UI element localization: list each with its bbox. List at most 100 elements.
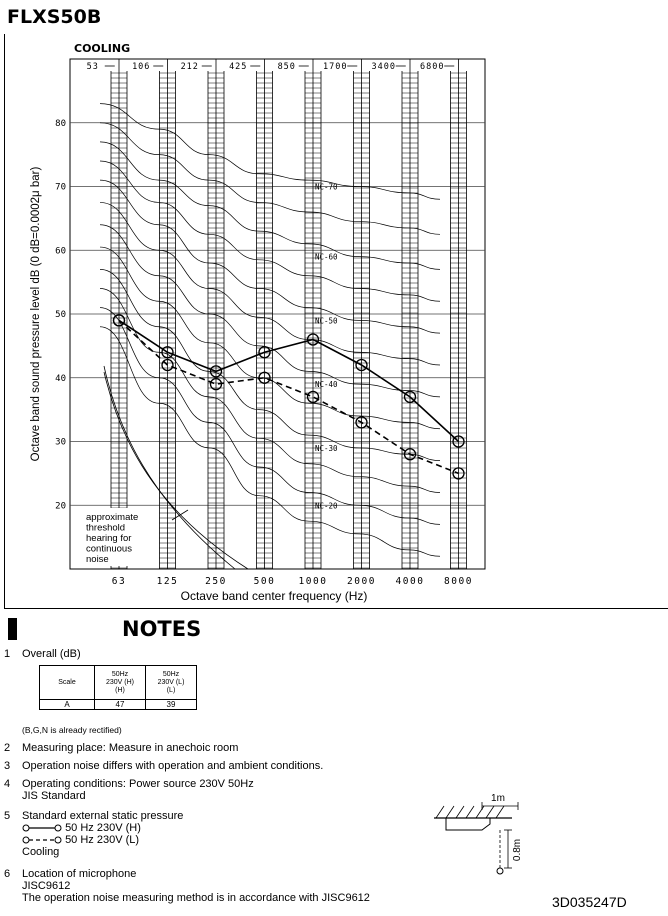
threshold-label-line: hearing for — [86, 533, 131, 544]
table-cell-l: 39 — [145, 699, 197, 710]
y-tick-40: 40 — [55, 374, 66, 384]
nc-curve-intermediate — [99, 202, 441, 366]
data-point-l-125 — [161, 358, 174, 372]
threshold-label-line: threshold — [86, 523, 125, 534]
x-tick-1000: 1000 — [299, 576, 328, 587]
data-point-l-250 — [209, 377, 223, 391]
y-tick-20: 20 — [55, 501, 66, 511]
threshold-label-line: noise — [86, 554, 109, 565]
legend-label-h: 50 Hz 230V (H) — [65, 822, 141, 834]
legend-solid-line-icon — [22, 824, 62, 832]
threshold-label-line: approximate — [86, 512, 138, 523]
data-point-h-2000 — [355, 358, 368, 372]
x-tick-4000: 4000 — [396, 576, 425, 587]
noise-chart: COOLING NC-70 NC-60 NC-50 NC-40 NC-30 NC-20 a… — [30, 42, 486, 603]
axis-labels: 20 30 40 50 60 70 80 63 125 250 500 1000 2000 4000 800… — [55, 62, 473, 587]
nc-label-NC-20: NC-20 — [315, 501, 338, 510]
data-point-h-8000 — [452, 435, 465, 448]
data-series — [112, 314, 465, 480]
data-point-h-250 — [209, 365, 223, 378]
x-tick-8000: 8000 — [444, 576, 473, 587]
band-edge-106: 106 — [132, 62, 150, 72]
note-1-text: Overall (dB) — [22, 648, 81, 660]
nc-curve-NC-30 — [99, 269, 441, 461]
nc-label-NC-60: NC-60 — [315, 253, 338, 262]
x-tick-250: 250 — [205, 576, 227, 587]
series-line-h — [118, 319, 460, 443]
grid-layer — [70, 122, 485, 506]
band-edge-3400: 3400 — [372, 62, 396, 72]
threshold-label-bg — [80, 508, 158, 566]
note-5-text: Standard external static pressure — [22, 810, 184, 822]
table-cell-h: 47 — [94, 699, 146, 710]
nc-curve-NC-20 — [99, 307, 441, 525]
frame-border-left — [4, 34, 5, 608]
legend-item-l: 50 Hz 230V (L) — [22, 834, 183, 846]
threshold-curve-inner — [103, 365, 236, 570]
note-6: 6 Location of microphone JISC9612 The op… — [4, 868, 370, 904]
note-6-method: The operation noise measuring method is … — [22, 892, 370, 904]
data-point-l-4000 — [403, 448, 417, 461]
rectified-note: (B,G,N is already rectified) — [22, 725, 122, 735]
note-6-text: Location of microphone — [22, 868, 137, 880]
data-point-l-1000 — [306, 390, 320, 404]
dimension-horizontal: 1m — [491, 793, 505, 804]
band-edge-53: 53 — [87, 62, 99, 72]
data-point-l-63 — [112, 314, 126, 327]
table-header-scale: Scale — [39, 665, 95, 700]
x-axis-title: Octave band center frequency (Hz) — [181, 589, 368, 603]
y-tick-30: 30 — [55, 438, 66, 448]
nc-label-NC-70: NC-70 — [315, 183, 338, 192]
data-point-h-125 — [161, 346, 174, 359]
nc-label-NC-40: NC-40 — [315, 380, 338, 389]
note-3-text: Operation noise differs with operation a… — [22, 760, 324, 772]
nc-curve-intermediate — [99, 160, 441, 302]
legend-label-l: 50 Hz 230V (L) — [65, 834, 140, 846]
mode-label: COOLING — [74, 42, 130, 55]
table-header-l: 50Hz 230V (L) (L) — [145, 665, 197, 700]
note-1: 1 Overall (dB) — [4, 648, 81, 660]
note-2-text: Measuring place: Measure in anechoic roo… — [22, 742, 239, 754]
data-point-l-500 — [258, 371, 271, 384]
y-axis-title: Octave band sound pressure level dB (0 d… — [30, 167, 42, 462]
note-number: 2 — [4, 742, 11, 754]
band-edge-1700: 1700 — [323, 62, 347, 72]
note-3: 3 Operation noise differs with operation… — [4, 760, 324, 772]
x-tick-500: 500 — [254, 576, 276, 587]
nc-curve-intermediate — [99, 288, 441, 493]
dimension-vertical: 0.8m — [512, 839, 523, 861]
overall-table: Scale 50Hz 230V (H) (H) 50Hz 230V (L) (L) A … — [39, 665, 197, 710]
nc-label-NC-30: NC-30 — [315, 444, 338, 453]
x-tick-125: 125 — [157, 576, 179, 587]
threshold-pointer — [171, 509, 189, 521]
table-header-h: 50Hz 230V (H) (H) — [94, 665, 146, 700]
nc-curves: NC-70 NC-60 NC-50 NC-40 NC-30 NC-20 — [99, 103, 441, 557]
note-4: 4 Operating conditions: Power source 230… — [4, 778, 254, 802]
note-number: 3 — [4, 760, 11, 772]
note-number: 6 — [4, 868, 11, 880]
note-5-mode: Cooling — [22, 846, 60, 858]
band-edge-850: 850 — [278, 62, 296, 72]
data-point-l-2000 — [355, 416, 368, 429]
y-tick-60: 60 — [55, 246, 66, 256]
note-2: 2 Measuring place: Measure in anechoic r… — [4, 742, 239, 754]
nc-curve-intermediate — [99, 246, 441, 430]
band-edge-425: 425 — [229, 62, 247, 72]
legend-dashed-line-icon — [22, 836, 62, 844]
note-number: 1 — [4, 648, 11, 660]
nc-curve-NC-70 — [99, 103, 441, 200]
microphone-location-diagram: 1m 0.8m — [434, 793, 523, 875]
threshold-curve-outer — [103, 371, 249, 570]
legend-item-h: 50 Hz 230V (H) — [22, 822, 183, 834]
data-point-h-4000 — [403, 390, 417, 404]
nc-curve-NC-50 — [99, 179, 441, 334]
frame-border-bottom — [4, 608, 668, 609]
y-tick-50: 50 — [55, 310, 66, 320]
y-tick-80: 80 — [55, 119, 66, 129]
note-4-text: Operating conditions: Power source 230V … — [22, 778, 254, 790]
nc-curve-intermediate — [99, 122, 441, 235]
threshold-label-line: continuous — [86, 544, 132, 555]
x-tick-63: 63 — [112, 576, 126, 587]
band-edge-6800: 6800 — [420, 62, 444, 72]
